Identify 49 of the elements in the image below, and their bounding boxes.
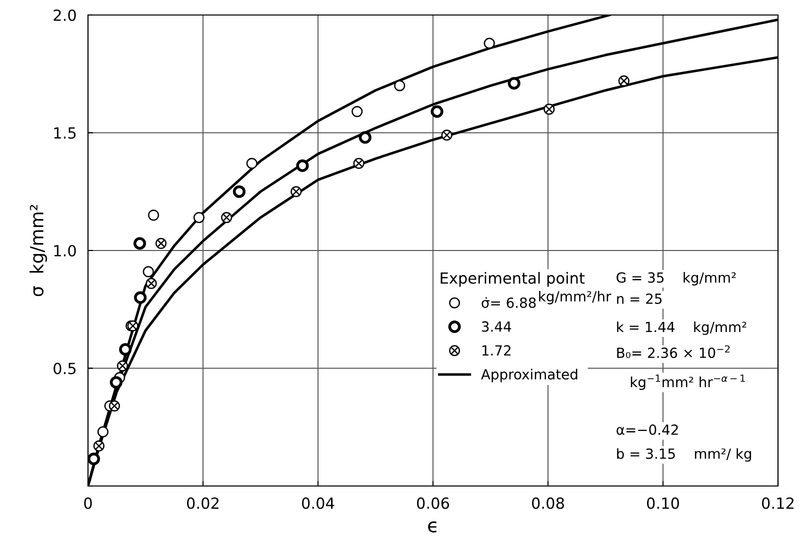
annotation: kg/mm²/hr — [539, 290, 612, 304]
legend-label: 3.44 — [482, 321, 512, 332]
point — [110, 376, 122, 389]
y-tick-label: 0.5 — [54, 362, 76, 374]
point — [508, 76, 520, 90]
x-tick-label: 0.12 — [762, 497, 794, 509]
x-axis-title: ϵ — [428, 521, 436, 533]
annotation: kg$^{−1}$mm² hr$^{−α−1}$ — [630, 374, 745, 390]
annotation: k = 1.44 kg/mm² — [617, 321, 746, 335]
annotation: b = 3.15 mm²/ kg — [617, 448, 752, 462]
y-tick-label: 2.0 — [54, 9, 76, 22]
point — [618, 75, 630, 86]
x-tick-label: 0.10 — [647, 497, 679, 509]
point — [441, 130, 452, 141]
point — [430, 105, 444, 118]
y-tick-label: 1.5 — [54, 127, 76, 139]
point — [155, 238, 167, 249]
point — [93, 440, 104, 452]
point — [119, 343, 132, 356]
y-axis-title: σ kg/mm² — [30, 204, 48, 296]
legend-label: 1.72 — [482, 345, 510, 356]
point — [116, 360, 128, 372]
legend-title: Experimental point — [440, 272, 585, 287]
point — [544, 104, 555, 115]
point — [290, 186, 302, 198]
point — [133, 237, 146, 250]
annotation: α=−0.42 — [616, 424, 678, 435]
point — [221, 212, 232, 224]
point — [296, 159, 309, 172]
point — [353, 158, 364, 169]
legend-label: Approximated — [481, 368, 578, 382]
x-tick-label: 0.08 — [532, 497, 564, 509]
legend-label: σ̇= 6.88 — [482, 297, 536, 308]
x-tick-label: 0 — [84, 497, 92, 509]
point — [108, 400, 120, 412]
annotation: B₀= 2.36 × 10$^{−2}$ — [617, 345, 730, 358]
point — [88, 452, 100, 466]
point — [97, 426, 108, 438]
point — [134, 291, 147, 304]
x-tick-label: 0.02 — [187, 497, 218, 509]
point — [193, 212, 205, 224]
x-tick-label: 0.06 — [417, 497, 450, 509]
y-tick-label: 1.0 — [54, 244, 76, 257]
annotation: G = 35 kg/mm² — [616, 272, 736, 286]
x-tick-label: 0.04 — [302, 497, 334, 509]
point — [146, 278, 157, 290]
annotation: n = 25 — [617, 293, 662, 304]
point — [358, 131, 372, 144]
point — [232, 185, 246, 198]
